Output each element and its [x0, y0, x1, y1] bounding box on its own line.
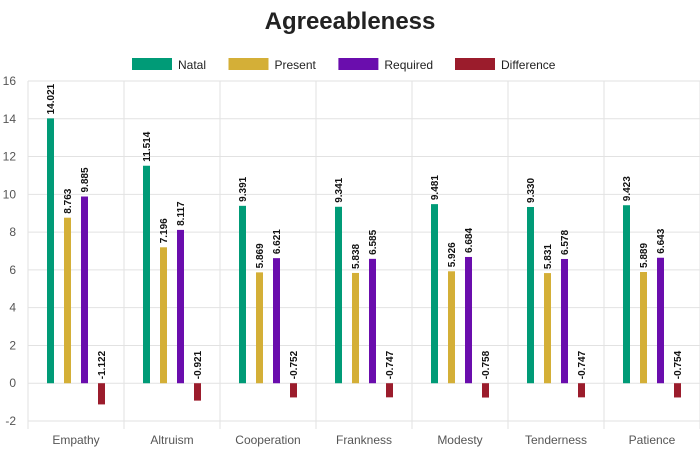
legend-swatch — [228, 58, 269, 70]
bar — [273, 258, 280, 384]
legend-swatch — [455, 58, 495, 70]
data-label: 9.885 — [80, 167, 91, 192]
bar — [578, 383, 585, 398]
data-label: 8.117 — [176, 201, 187, 226]
y-tick-label: 4 — [9, 301, 16, 315]
y-tick-label: 8 — [9, 225, 16, 239]
x-tick-label: Frankness — [336, 433, 392, 447]
legend-label: Difference — [501, 58, 556, 72]
bar — [674, 383, 681, 398]
bar — [448, 271, 455, 384]
chart-title: Agreeableness — [264, 8, 436, 35]
y-tick-label: 16 — [3, 74, 17, 88]
y-tick-label: 14 — [3, 112, 17, 126]
bar — [657, 257, 664, 384]
x-tick-label: Modesty — [437, 433, 482, 447]
data-label: 6.621 — [272, 229, 283, 254]
x-tick-label: Empathy — [52, 433, 99, 447]
data-label: -0.747 — [385, 350, 396, 379]
data-label: -1.122 — [97, 350, 108, 379]
y-tick-label: 2 — [9, 338, 16, 352]
data-label: -0.747 — [577, 350, 588, 379]
data-label: 9.341 — [334, 177, 345, 202]
data-label: 6.585 — [368, 229, 379, 254]
bar — [465, 256, 472, 384]
data-label: 9.423 — [622, 176, 633, 201]
legend-label: Present — [275, 58, 317, 72]
y-tick-label: -2 — [5, 414, 16, 428]
bar — [369, 258, 376, 384]
bar — [239, 205, 246, 384]
y-tick-label: 6 — [9, 263, 16, 277]
data-label: 8.763 — [63, 188, 74, 213]
legend-label: Natal — [178, 58, 206, 72]
bar — [143, 165, 150, 384]
y-tick-label: 12 — [3, 150, 17, 164]
bar — [386, 383, 393, 398]
x-tick-label: Tenderness — [525, 433, 587, 447]
bar — [623, 205, 630, 384]
data-label: 9.391 — [238, 176, 249, 201]
data-label: 7.196 — [159, 218, 170, 243]
x-tick-label: Patience — [629, 433, 676, 447]
data-label: -0.752 — [289, 350, 300, 379]
bar — [352, 272, 359, 384]
data-label: 5.831 — [543, 244, 554, 269]
bar — [64, 217, 71, 384]
data-label: 14.021 — [46, 83, 57, 114]
y-tick-label: 10 — [3, 187, 17, 201]
bar — [544, 273, 551, 384]
legend-label: Required — [384, 58, 433, 72]
bar — [335, 206, 342, 384]
data-label: 5.869 — [255, 243, 266, 268]
legend-swatch — [132, 58, 172, 70]
data-label: 5.926 — [447, 242, 458, 267]
bar — [81, 196, 88, 384]
data-label: 9.481 — [430, 175, 441, 200]
bar — [98, 383, 105, 405]
bar — [290, 383, 297, 398]
bar — [177, 229, 184, 384]
bar — [640, 271, 647, 384]
data-label: 11.514 — [142, 131, 153, 161]
x-tick-label: Altruism — [150, 433, 193, 447]
data-label: 5.889 — [639, 243, 650, 268]
data-label: -0.758 — [481, 350, 492, 379]
data-label: 6.643 — [656, 228, 667, 253]
bar — [256, 272, 263, 384]
bar — [561, 258, 568, 384]
bar — [527, 206, 534, 384]
data-label: 9.330 — [526, 178, 537, 203]
bar — [482, 383, 489, 398]
x-tick-label: Cooperation — [235, 433, 300, 447]
bar — [194, 383, 201, 401]
data-label: 5.838 — [351, 243, 362, 268]
bar — [160, 247, 167, 384]
y-tick-label: 0 — [9, 376, 16, 390]
data-label: 6.684 — [464, 228, 475, 253]
data-label: -0.921 — [193, 350, 204, 379]
legend-swatch — [338, 58, 379, 70]
bar — [47, 118, 54, 384]
data-label: 6.578 — [560, 230, 571, 255]
data-label: -0.754 — [673, 350, 684, 379]
bar — [431, 204, 438, 384]
